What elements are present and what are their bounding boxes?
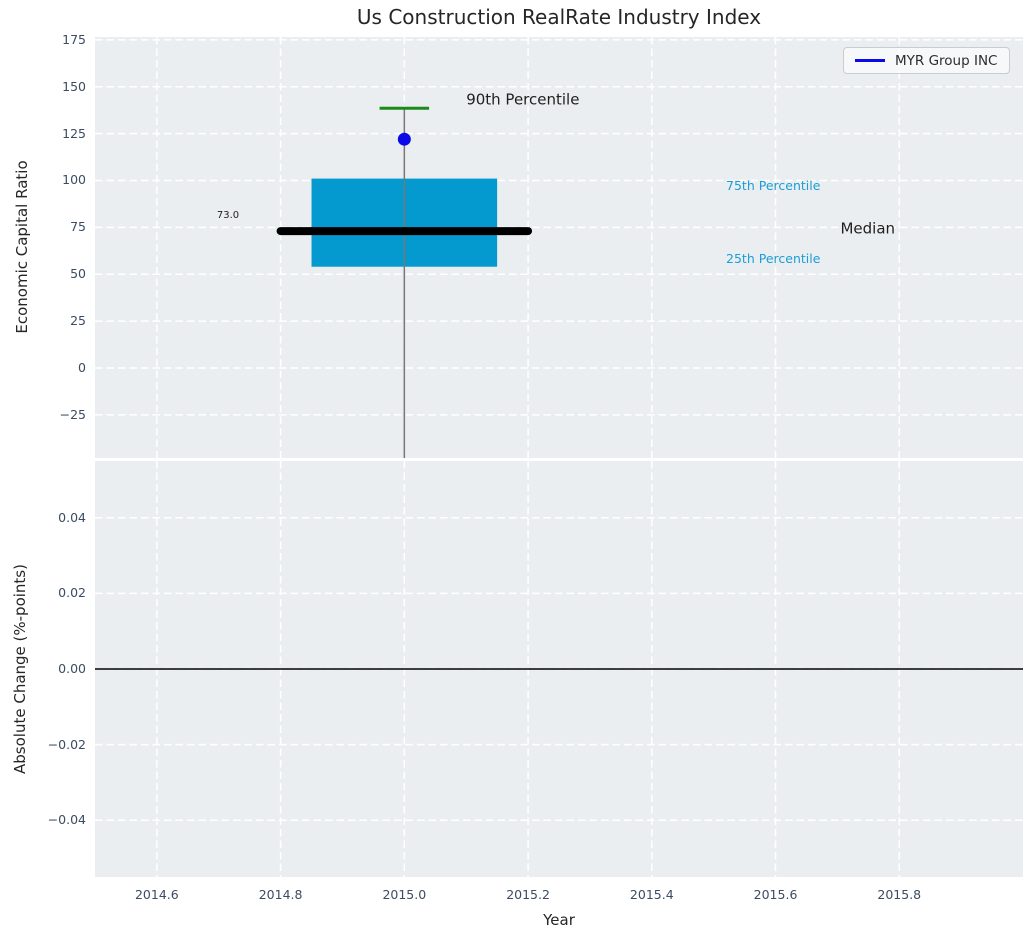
x-tick-label: 2015.8	[877, 887, 922, 902]
y-tick-label: 0	[78, 359, 86, 375]
y-tick-label: 150	[62, 78, 86, 94]
y-tick-label: 25	[70, 312, 86, 328]
chart-title: Us Construction RealRate Industry Index	[356, 5, 762, 29]
y-tick-label: −0.04	[47, 812, 86, 828]
y-tick-label: 175	[62, 31, 86, 47]
x-tick-label: 2015.4	[629, 887, 674, 902]
y-axis-label-top: Economic Capital Ratio	[13, 160, 31, 334]
x-tick-label: 2014.6	[134, 887, 179, 902]
y-tick-label: 0.00	[58, 660, 86, 676]
y-tick-label: 0.02	[58, 585, 86, 601]
y-tick-label: −0.02	[47, 736, 86, 752]
y-tick-label: 50	[70, 265, 86, 281]
annotation-73-0: 73.0	[216, 210, 240, 222]
x-tick-label: 2014.8	[258, 887, 303, 902]
annotation-90th-percentile: 90th Percentile	[466, 90, 580, 109]
x-tick-label: 2015.6	[753, 887, 798, 902]
legend: MYR Group INC	[843, 47, 1011, 74]
y-axis-label-bottom: Absolute Change (%-points)	[11, 564, 29, 774]
legend-label: MYR Group INC	[895, 52, 998, 69]
y-tick-label: 0.04	[58, 509, 86, 525]
annotation-median: Median	[840, 219, 896, 238]
x-axis-label: Year	[543, 911, 575, 929]
x-tick-label: 2015.0	[382, 887, 427, 902]
y-tick-label: −25	[59, 406, 86, 422]
annotation-25th-percentile: 25th Percentile	[726, 250, 821, 266]
y-tick-label: 125	[62, 125, 86, 141]
x-tick-label: 2015.2	[506, 887, 550, 902]
axes-background	[95, 37, 1023, 458]
company-point	[397, 132, 411, 146]
y-tick-label: 75	[70, 219, 86, 235]
annotation-75th-percentile: 75th Percentile	[726, 177, 821, 193]
y-tick-label: 100	[62, 172, 86, 188]
legend-line-sample	[855, 59, 885, 62]
